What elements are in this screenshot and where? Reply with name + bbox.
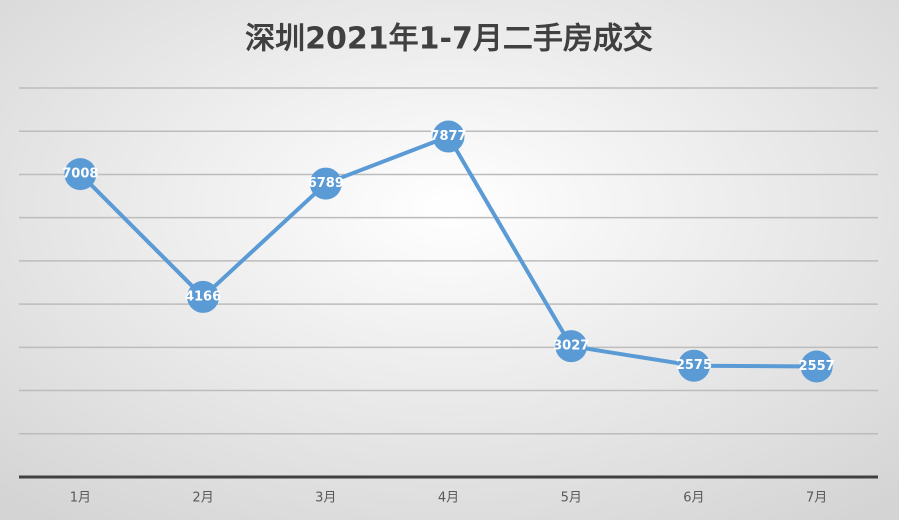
point [64, 158, 97, 191]
x-tick-label: 6月 [683, 491, 704, 506]
data-label: 3027 [553, 339, 589, 354]
x-tick-label: 3月 [315, 491, 336, 506]
data-label: 2557 [799, 359, 835, 374]
data-label: 2575 [676, 358, 712, 373]
data-label: 7008 [62, 167, 98, 182]
point [555, 330, 588, 363]
point [800, 350, 833, 383]
x-tick-label: 5月 [561, 491, 582, 506]
x-tick-label: 2月 [192, 491, 213, 506]
chart-title: 深圳2021年1-7月二手房成交 [245, 22, 653, 57]
point [309, 167, 342, 200]
x-tick-label: 7月 [806, 491, 827, 506]
data-label: 4166 [185, 289, 221, 304]
point [432, 120, 465, 153]
data-label: 6789 [308, 176, 344, 191]
x-tick-label: 4月 [438, 491, 459, 506]
data-label: 7877 [430, 129, 466, 144]
point [677, 349, 710, 382]
x-tick-label: 1月 [70, 491, 91, 506]
point [187, 280, 220, 313]
